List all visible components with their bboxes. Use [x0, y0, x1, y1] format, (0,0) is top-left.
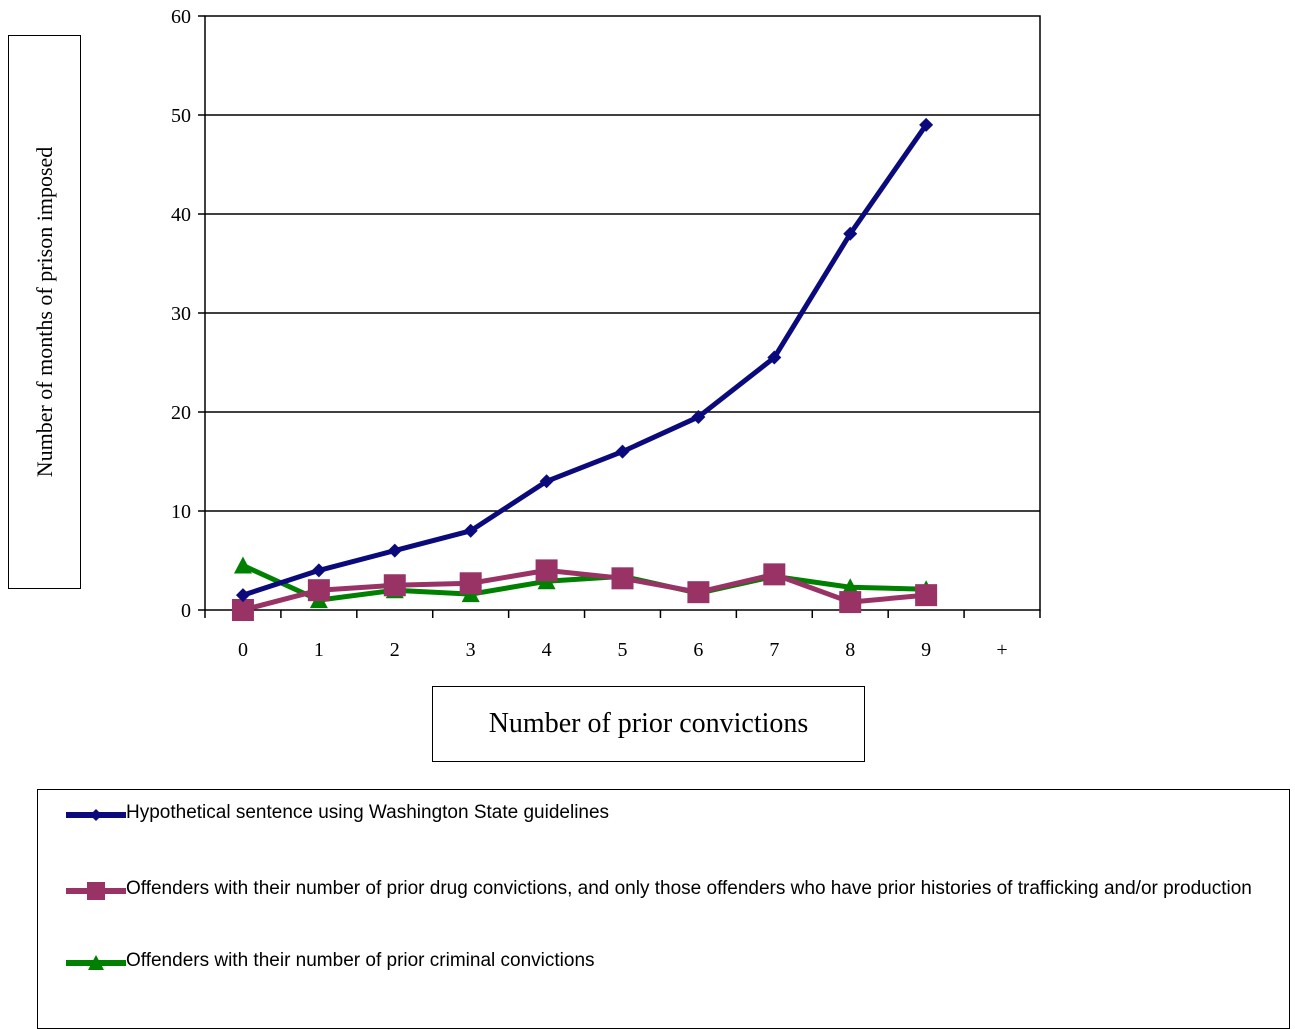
- series-line: [242, 123, 929, 598]
- x-tick-label: 0: [238, 639, 248, 661]
- legend-item-drug-convictions: Offenders with their number of prior dru…: [38, 877, 1278, 917]
- data-point: [539, 474, 554, 489]
- x-axis-label-box: Number of prior convictions: [432, 686, 865, 762]
- data-point: [463, 523, 478, 538]
- y-tick-label: 10: [171, 501, 191, 523]
- series-line: [242, 567, 927, 613]
- data-point: [459, 572, 482, 595]
- data-point: [691, 409, 706, 424]
- x-axis-tick-labels: 0 1 2 3 4 5 6 7 8 9 +: [238, 639, 1008, 661]
- series-0: [235, 117, 934, 603]
- data-point: [231, 599, 254, 621]
- legend-label: Offenders with their number of prior dru…: [126, 878, 1252, 899]
- data-point: [611, 567, 634, 590]
- y-axis-tick-labels: 0 10 20 30 40 50 60: [171, 6, 191, 622]
- legend-label: Offenders with their number of prior cri…: [126, 950, 595, 971]
- legend-swatch-square-icon: [66, 882, 126, 900]
- x-tick-label: +: [996, 639, 1007, 661]
- x-axis-label: Number of prior convictions: [488, 708, 809, 739]
- data-point: [383, 574, 406, 597]
- data-point: [311, 563, 326, 578]
- x-tick-label: 3: [466, 639, 476, 661]
- legend: Hypothetical sentence using Washington S…: [37, 789, 1290, 1029]
- data-point: [841, 578, 860, 596]
- legend-swatch-diamond-icon: [66, 809, 126, 821]
- line-chart: 0 10 20 30 40 50 60 0 1 2 3 4 5 6 7 8 9 +: [171, 6, 1041, 661]
- data-point: [615, 444, 630, 459]
- y-tick-label: 60: [171, 6, 191, 28]
- y-tick-label: 40: [171, 204, 191, 226]
- plot-area: [204, 15, 1041, 611]
- series-layer: [231, 117, 938, 621]
- legend-swatch-triangle-icon: [66, 955, 126, 970]
- x-tick-label: 6: [693, 639, 703, 661]
- data-point: [843, 226, 858, 241]
- x-axis-ticks: [204, 610, 1041, 618]
- legend-label: Hypothetical sentence using Washington S…: [126, 802, 610, 823]
- x-tick-label: 5: [618, 639, 628, 661]
- series-1: [231, 559, 938, 621]
- data-point: [915, 584, 938, 607]
- data-point: [233, 556, 252, 574]
- y-tick-label: 30: [171, 303, 191, 325]
- x-tick-label: 9: [921, 639, 931, 661]
- y-tick-label: 20: [171, 402, 191, 424]
- y-axis-label-box: Number of months of prison imposed: [8, 35, 81, 589]
- data-point: [919, 117, 934, 132]
- legend-item-criminal-convictions: Offenders with their number of prior cri…: [38, 949, 1278, 989]
- y-tick-label: 50: [171, 105, 191, 127]
- data-point: [763, 563, 786, 586]
- data-point: [687, 581, 710, 604]
- data-point: [767, 350, 782, 365]
- data-point: [307, 579, 330, 602]
- x-tick-label: 7: [769, 639, 779, 661]
- x-tick-label: 2: [390, 639, 400, 661]
- x-tick-label: 4: [542, 639, 552, 661]
- x-tick-label: 8: [845, 639, 855, 661]
- gridlines: [198, 15, 1040, 611]
- data-point: [535, 559, 558, 582]
- data-point: [839, 591, 862, 614]
- x-tick-label: 1: [314, 639, 324, 661]
- series-line: [241, 563, 927, 603]
- data-point: [235, 588, 250, 603]
- data-point: [387, 543, 402, 558]
- legend-item-hypothetical: Hypothetical sentence using Washington S…: [38, 801, 1278, 841]
- y-axis-label: Number of months of prison imposed: [31, 146, 57, 478]
- y-tick-label: 0: [181, 600, 191, 622]
